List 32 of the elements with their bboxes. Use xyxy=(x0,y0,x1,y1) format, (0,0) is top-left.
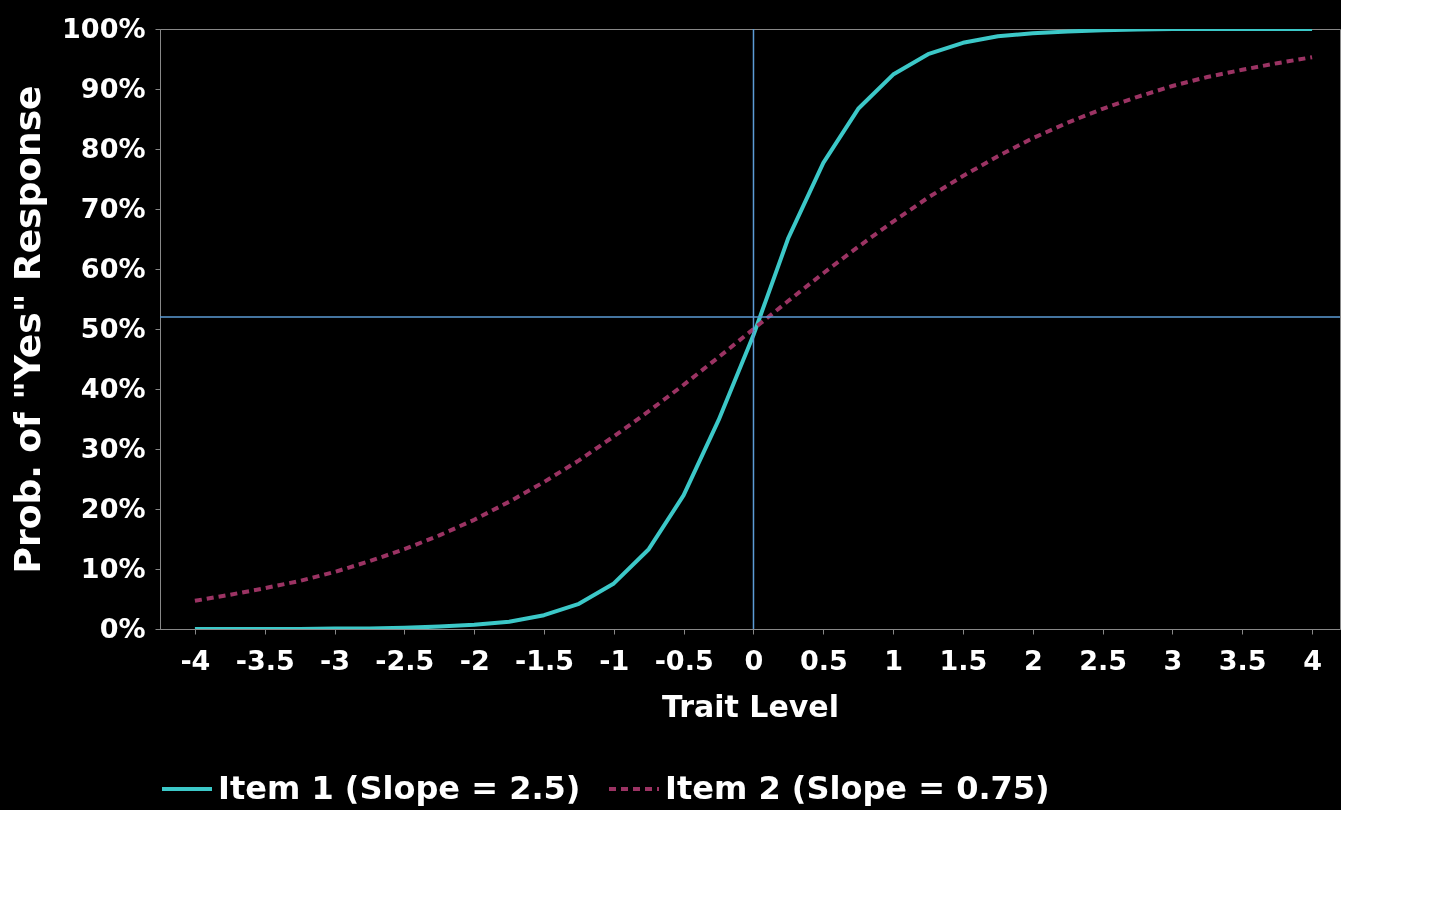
y-tick-label: 30% xyxy=(80,432,146,464)
y-tick-label: 10% xyxy=(80,552,146,584)
y-tick-label: 100% xyxy=(62,12,146,44)
x-tick-label: 1.5 xyxy=(939,644,988,676)
x-tick-label: -1 xyxy=(599,644,630,676)
x-tick-label: -4 xyxy=(180,644,211,676)
y-tick-label: 40% xyxy=(80,372,146,404)
y-axis-title: Prob. of "Yes" Response xyxy=(7,85,49,574)
y-tick-label: 50% xyxy=(80,312,146,344)
y-tick-label: 20% xyxy=(80,492,146,524)
x-tick-label: 0 xyxy=(744,644,764,676)
x-tick-label: -2 xyxy=(459,644,490,676)
x-tick-label: 3.5 xyxy=(1218,644,1267,676)
x-tick-label: -3 xyxy=(320,644,351,676)
x-tick-label: -3.5 xyxy=(235,644,295,676)
x-tick-label: 1 xyxy=(884,644,904,676)
y-tick-label: 70% xyxy=(80,192,146,224)
legend-label: Item 2 (Slope = 0.75) xyxy=(665,769,1050,807)
y-tick-label: 0% xyxy=(99,612,146,644)
x-tick-label: -1.5 xyxy=(515,644,575,676)
x-tick-label: -0.5 xyxy=(654,644,714,676)
legend-label: Item 1 (Slope = 2.5) xyxy=(218,769,581,807)
y-tick-label: 80% xyxy=(80,132,146,164)
x-tick-label: 0.5 xyxy=(799,644,848,676)
y-tick-label: 60% xyxy=(80,252,146,284)
y-tick-label: 90% xyxy=(80,72,146,104)
x-tick-label: 3 xyxy=(1163,644,1183,676)
x-tick-label: -2.5 xyxy=(375,644,435,676)
x-tick-label: 4 xyxy=(1303,644,1322,676)
x-tick-label: 2.5 xyxy=(1079,644,1128,676)
x-tick-label: 2 xyxy=(1023,644,1043,676)
x-axis-title: Trait Level xyxy=(662,688,839,724)
